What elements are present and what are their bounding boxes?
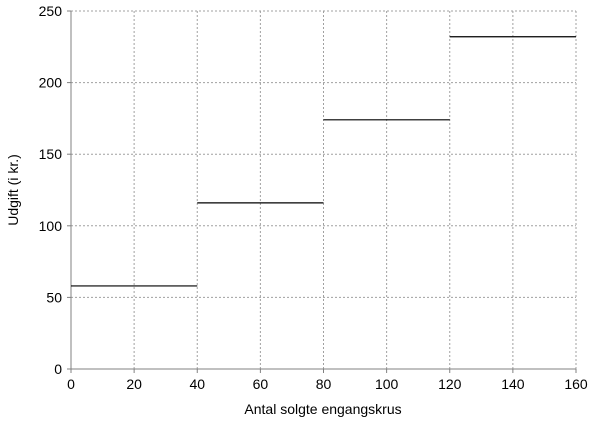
y-tick-label: 50 [46,289,62,305]
x-tick-label: 40 [189,376,205,392]
x-tick-label: 120 [438,376,462,392]
x-tick-label: 60 [253,376,269,392]
y-tick-label: 200 [39,75,63,91]
x-tick-label: 160 [564,376,588,392]
x-tick-label: 20 [126,376,142,392]
x-tick-label: 0 [67,376,75,392]
x-tick-label: 100 [375,376,399,392]
y-axis-title: Udgift (i kr.) [5,154,21,226]
y-tick-label: 0 [54,361,62,377]
grid [71,10,577,369]
y-tick-label: 100 [39,218,63,234]
x-tick-labels: 0 20 40 60 80 100 120 140 160 [67,369,588,392]
x-tick-label: 140 [501,376,525,392]
x-tick-label: 80 [316,376,332,392]
series [71,36,576,287]
y-tick-label: 250 [39,3,63,19]
y-tick-labels: 0 50 100 150 200 250 [39,3,71,377]
x-axis-title: Antal solgte engangskrus [244,401,401,417]
y-tick-label: 150 [39,146,63,162]
